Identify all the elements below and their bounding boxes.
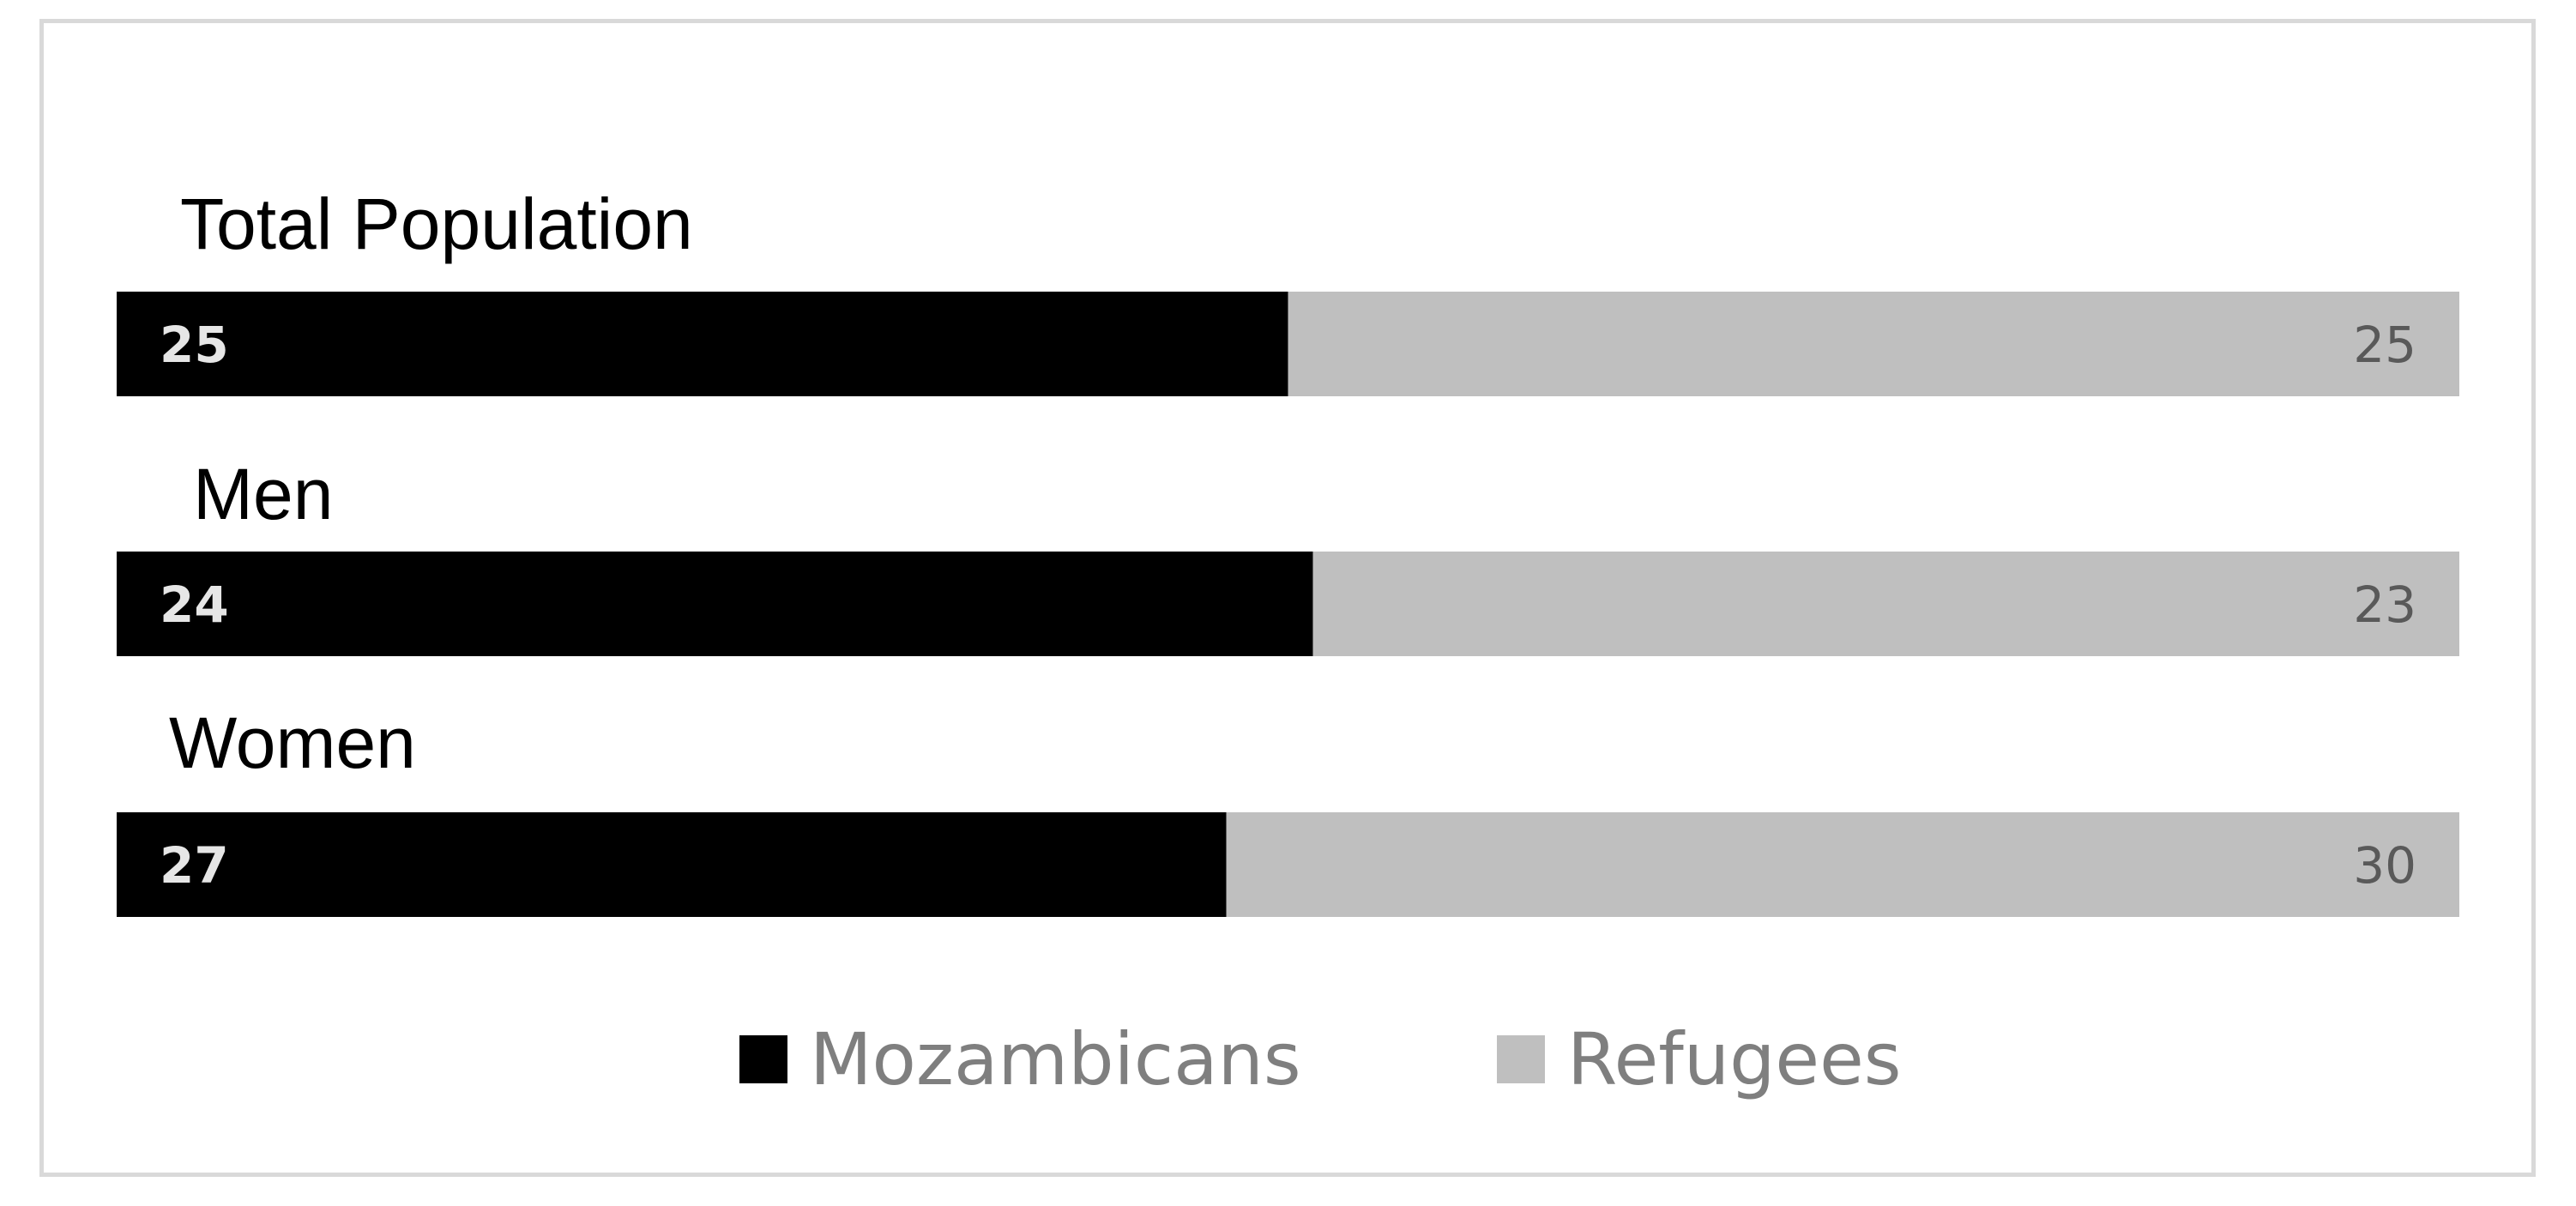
data-label-refugees-women: 30 <box>2353 836 2416 895</box>
bar-refugees-men <box>1312 552 2459 656</box>
bar-mozambicans-women <box>117 812 1227 917</box>
data-label-mozambicans-men: 24 <box>160 576 229 634</box>
legend-label-refugees: Refugees <box>1567 1017 1902 1101</box>
legend-swatch-mozambicans <box>739 1035 787 1083</box>
bar-refugees-total-population <box>1288 292 2459 396</box>
category-label-men: Men <box>193 454 333 534</box>
legend-swatch-refugees <box>1497 1035 1545 1083</box>
bar-mozambicans-men <box>117 552 1313 656</box>
bar-mozambicans-total-population <box>117 292 1288 396</box>
data-label-mozambicans-women: 27 <box>160 836 229 895</box>
bar-refugees-women <box>1226 812 2459 917</box>
data-label-mozambicans-total-population: 25 <box>160 316 229 374</box>
legend-label-mozambicans: Mozambicans <box>810 1017 1301 1101</box>
data-label-refugees-total-population: 25 <box>2353 316 2416 374</box>
category-label-total-population: Total Population <box>180 184 693 264</box>
category-label-women: Women <box>169 702 416 783</box>
data-label-refugees-men: 23 <box>2353 576 2416 634</box>
